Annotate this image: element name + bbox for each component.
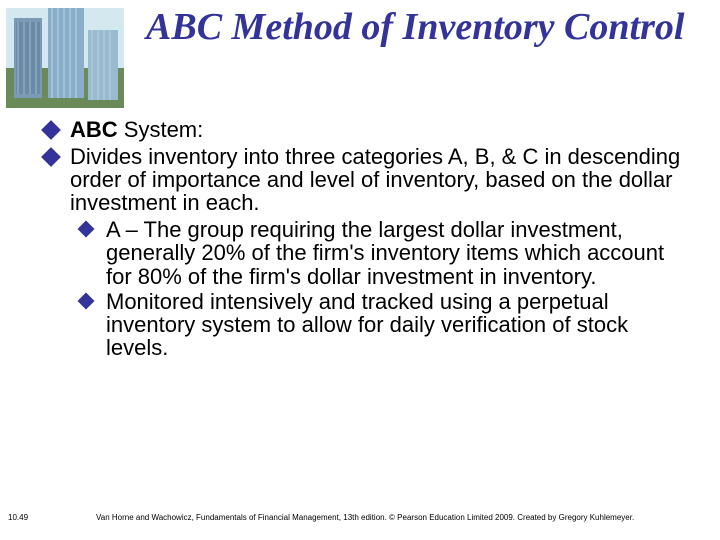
- bullet-text: System:: [118, 117, 204, 142]
- decorative-building-image: [6, 8, 124, 108]
- bullet-diamond-icon: [41, 120, 61, 140]
- slide-body: ABC System: Divides inventory into three…: [44, 118, 684, 361]
- slide-number: 10.49: [8, 513, 28, 522]
- bullet-text: A – The group requiring the largest doll…: [106, 217, 664, 288]
- footer-attribution: Van Horne and Wachowicz, Fundamentals of…: [96, 513, 634, 522]
- slide-title: ABC Method of Inventory Control: [146, 6, 686, 50]
- bullet-text: Divides inventory into three categories …: [70, 144, 680, 215]
- bullet-level2: Monitored intensively and tracked using …: [80, 290, 684, 359]
- bullet-diamond-icon: [78, 221, 95, 238]
- bullet-diamond-icon: [78, 292, 95, 309]
- bullet-level2: A – The group requiring the largest doll…: [80, 218, 684, 287]
- bullet-text: Monitored intensively and tracked using …: [106, 289, 628, 360]
- bullet-diamond-icon: [41, 147, 61, 167]
- bullet-text-bold: ABC: [70, 117, 118, 142]
- bullet-level1: ABC System:: [44, 118, 684, 141]
- bullet-level1: Divides inventory into three categories …: [44, 145, 684, 214]
